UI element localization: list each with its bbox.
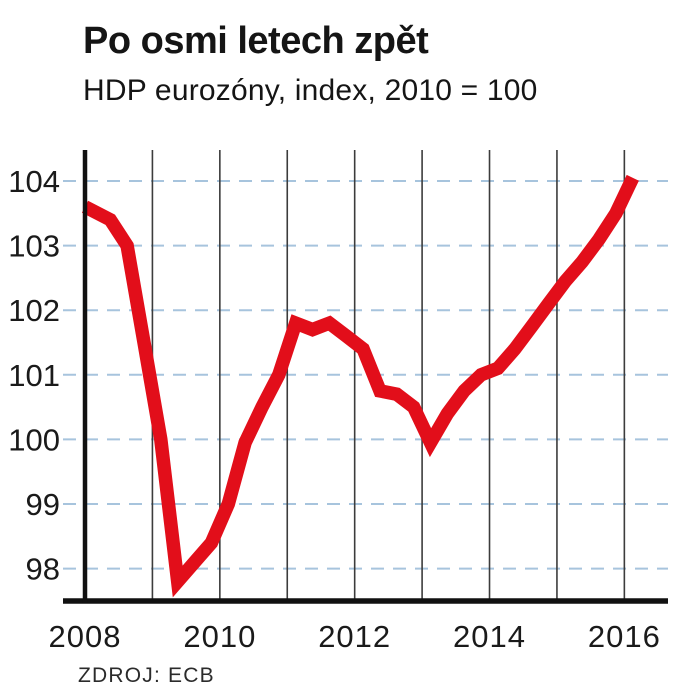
x-tick-label: 2010: [183, 619, 256, 654]
y-tick-label: 102: [8, 293, 60, 328]
y-tick-label: 98: [26, 552, 60, 587]
y-tick-label: 99: [26, 487, 60, 522]
chart-title: Po osmi letech zpět: [83, 20, 429, 62]
y-tick-label: 103: [8, 229, 60, 264]
source-note: ZDROJ: ECB: [78, 664, 215, 687]
x-tick-label: 2012: [318, 619, 391, 654]
gdp-series-line: [81, 174, 639, 598]
y-tick-label: 104: [8, 164, 60, 199]
x-tick-label: 2016: [588, 619, 661, 654]
x-tick-label: 2014: [453, 619, 526, 654]
y-tick-label: 101: [8, 358, 60, 393]
x-tick-label: 2008: [49, 619, 122, 654]
chart-subtitle: HDP eurozóny, index, 2010 = 100: [83, 74, 538, 107]
y-tick-label: 100: [8, 422, 60, 457]
